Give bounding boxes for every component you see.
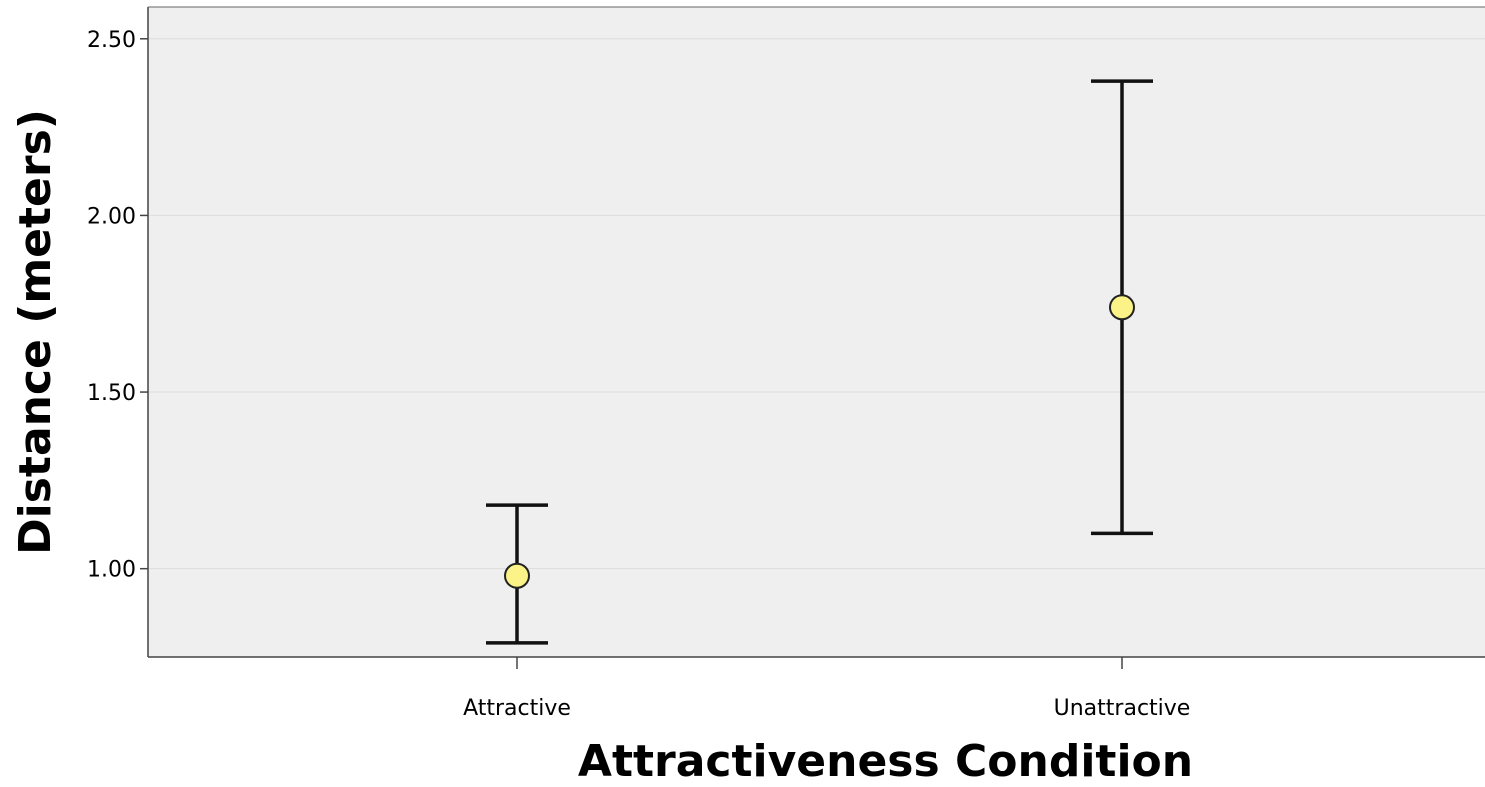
y-tick-label: 2.00 <box>87 204 136 229</box>
x-tick-label: Attractive <box>463 696 571 721</box>
y-tick-label: 1.00 <box>87 558 136 583</box>
x-axis-title: Attractiveness Condition <box>578 736 1193 783</box>
y-axis-title: Distance (meters) <box>10 109 61 555</box>
y-axis-ticks: 1.00 1.50 2.00 2.50 <box>87 28 148 583</box>
y-tick-label: 2.50 <box>87 28 136 53</box>
error-bar-series <box>486 79 1153 645</box>
x-tick-label: Unattractive <box>1054 696 1191 721</box>
mean-marker <box>1109 294 1135 321</box>
y-tick-label: 1.50 <box>87 381 136 406</box>
error-bar-group <box>1091 79 1153 536</box>
plot-area <box>148 7 1485 657</box>
axes <box>147 6 1485 658</box>
mean-marker <box>504 562 530 589</box>
gridlines <box>148 38 1485 570</box>
error-bar-group <box>486 503 548 645</box>
x-axis-ticks: Attractive Unattractive <box>463 657 1190 721</box>
